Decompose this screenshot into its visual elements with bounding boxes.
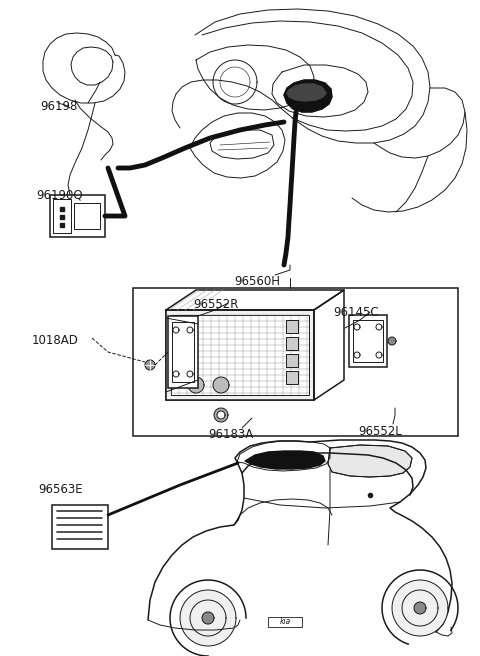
Polygon shape [217, 411, 225, 419]
Bar [166, 310, 314, 400]
Bar [172, 322, 194, 382]
Polygon shape [414, 602, 426, 614]
Polygon shape [202, 612, 214, 624]
Bar [168, 316, 198, 388]
Bar [53, 199, 71, 233]
Text: 96198: 96198 [40, 100, 77, 113]
Polygon shape [284, 80, 332, 112]
Text: kia: kia [279, 617, 290, 626]
Polygon shape [328, 445, 412, 477]
Bar [353, 320, 383, 362]
Polygon shape [214, 408, 228, 422]
Text: 96552L: 96552L [358, 425, 402, 438]
Bar [52, 505, 108, 549]
Polygon shape [145, 360, 155, 370]
Polygon shape [213, 377, 229, 393]
Bar [74, 203, 100, 229]
Bar [286, 354, 298, 367]
Polygon shape [388, 337, 396, 345]
Bar [349, 315, 387, 367]
Text: 96552R: 96552R [193, 298, 239, 311]
Polygon shape [180, 590, 236, 646]
Polygon shape [392, 580, 448, 636]
Text: 96560H: 96560H [234, 275, 280, 288]
Bar [286, 371, 298, 384]
Bar [286, 337, 298, 350]
Text: 96563E: 96563E [38, 483, 83, 496]
Text: 96190Q: 96190Q [36, 188, 83, 201]
Text: 96145C: 96145C [333, 306, 379, 319]
Polygon shape [188, 377, 204, 393]
Polygon shape [287, 84, 326, 101]
Text: 96183A: 96183A [208, 428, 253, 441]
Bar [50, 195, 105, 237]
Bar [268, 617, 302, 627]
Bar [171, 315, 309, 395]
Bar [286, 320, 298, 333]
Bar [133, 288, 458, 436]
Polygon shape [166, 290, 344, 310]
Polygon shape [314, 290, 344, 400]
Text: 1018AD: 1018AD [32, 334, 79, 347]
Polygon shape [245, 451, 325, 469]
